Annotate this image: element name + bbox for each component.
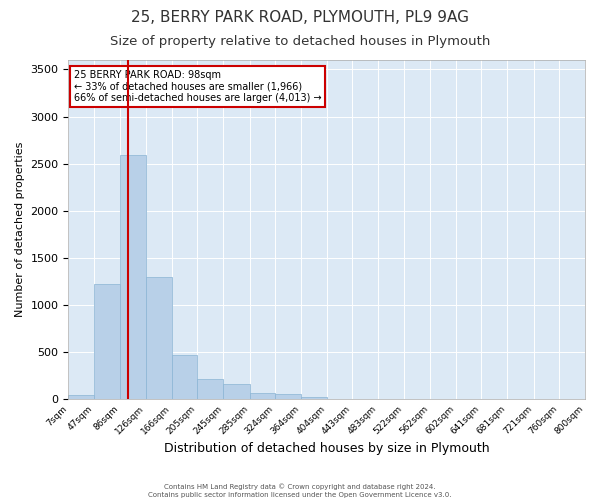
Bar: [94, 284, 120, 400]
X-axis label: Distribution of detached houses by size in Plymouth: Distribution of detached houses by size …: [164, 442, 490, 455]
Y-axis label: Number of detached properties: Number of detached properties: [15, 142, 25, 318]
Bar: [197, 379, 223, 400]
Bar: [146, 277, 172, 400]
Text: Contains HM Land Registry data © Crown copyright and database right 2024.
Contai: Contains HM Land Registry data © Crown c…: [148, 484, 452, 498]
Bar: [120, 155, 146, 400]
Bar: [301, 396, 327, 400]
Bar: [68, 395, 94, 400]
Bar: [250, 393, 275, 400]
Text: 25, BERRY PARK ROAD, PLYMOUTH, PL9 9AG: 25, BERRY PARK ROAD, PLYMOUTH, PL9 9AG: [131, 10, 469, 25]
Text: 25 BERRY PARK ROAD: 98sqm
← 33% of detached houses are smaller (1,966)
66% of se: 25 BERRY PARK ROAD: 98sqm ← 33% of detac…: [74, 70, 321, 103]
Bar: [275, 394, 301, 400]
Bar: [223, 384, 250, 400]
Bar: [172, 355, 197, 400]
Text: Size of property relative to detached houses in Plymouth: Size of property relative to detached ho…: [110, 35, 490, 48]
